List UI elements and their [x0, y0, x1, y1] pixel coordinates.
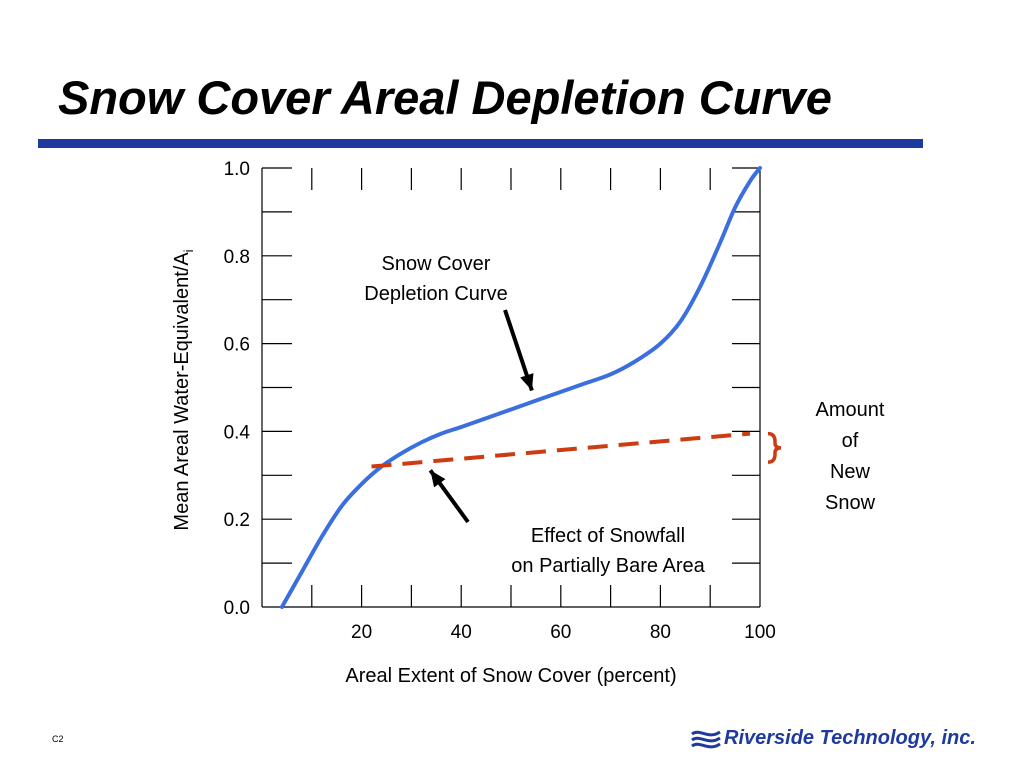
depletion-curve-annotation-line: Depletion Curve [364, 283, 507, 305]
waves-logo-icon [691, 730, 721, 749]
new-snow-annotation: Amount of New Snow [816, 399, 885, 514]
tick-marks [262, 167, 760, 607]
y-tick-label: 0.8 [224, 247, 250, 268]
y-tick-label: 0.4 [224, 422, 251, 443]
x-tick-label: 60 [550, 622, 571, 643]
depletion-curve-annotation-line: Snow Cover [382, 253, 491, 275]
snowfall-effect-arrow-head [430, 470, 446, 488]
annotation-layer: Snow Cover Depletion Curve Effect of Snowf… [364, 253, 885, 577]
logo-text: Riverside Technology, inc. [724, 726, 976, 749]
x-tick-label: 40 [451, 622, 472, 643]
y-axis-subscript: i [181, 249, 196, 252]
new-snow-dashed-line [371, 431, 751, 469]
snowfall-effect-annotation-line: Effect of Snowfall [531, 525, 685, 547]
y-tick-label: 1.0 [224, 159, 250, 180]
new-snow-annotation-line: Amount [816, 399, 885, 421]
x-tick-label: 100 [744, 622, 776, 643]
new-snow-annotation-line: of [842, 430, 859, 452]
x-tick-label: 80 [650, 622, 671, 643]
title-rule [38, 139, 923, 148]
snowfall-effect-annotation-line: on Partially Bare Area [511, 555, 705, 577]
depletion-curve-arrow-head [520, 373, 534, 391]
axis-labels: 0.0 0.2 0.4 0.6 0.8 1.0 20 40 60 80 100 Areal Exten… [171, 159, 776, 687]
new-snow-brace [767, 431, 782, 464]
slide-title: Snow Cover Areal Depletion Curve [58, 71, 832, 124]
depletion-curve-annotation: Snow Cover Depletion Curve [364, 253, 507, 305]
snowfall-effect-annotation: Effect of Snowfall on Partially Bare Area [511, 525, 705, 577]
company-logo: Riverside Technology, inc. [690, 722, 976, 754]
y-tick-label: 0.6 [224, 335, 250, 356]
y-tick-label: 0.2 [224, 510, 250, 531]
x-axis-title: Areal Extent of Snow Cover (percent) [345, 665, 676, 687]
depletion-curve-line [279, 166, 762, 609]
y-axis-title: Mean Areal Water-Equivalent/Ai [171, 249, 196, 530]
new-snow-annotation-line: New [830, 461, 871, 483]
slide-code: C2 [52, 734, 64, 744]
x-tick-label: 20 [351, 622, 372, 643]
new-snow-annotation-line: Snow [825, 492, 876, 514]
y-tick-label: 0.0 [224, 598, 250, 619]
plot-frame [261, 168, 761, 608]
series-layer [279, 166, 762, 609]
